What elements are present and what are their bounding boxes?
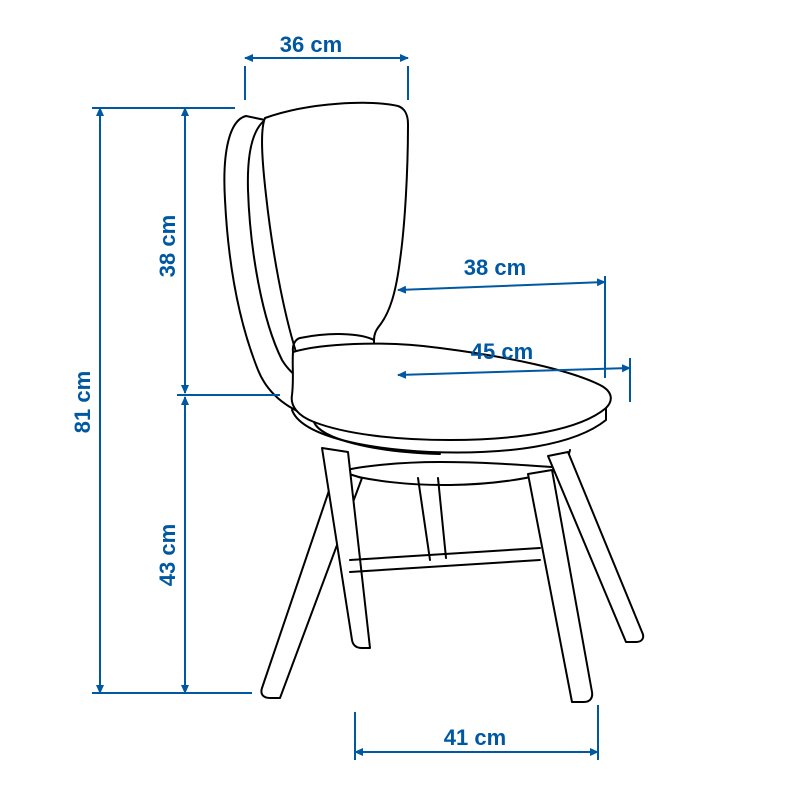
label-total-height: 81 cm [70, 371, 95, 433]
label-seat-height: 43 cm [155, 524, 180, 586]
label-back-height: 38 cm [155, 215, 180, 277]
chair-dimension-diagram: 36 cm 81 cm 38 cm 43 cm 38 cm 45 cm 41 c… [0, 0, 790, 790]
label-base-width: 41 cm [444, 725, 506, 750]
dim-line-seat-depth [398, 282, 605, 290]
label-top-width: 36 cm [280, 32, 342, 57]
label-seat-depth: 38 cm [464, 255, 526, 280]
chair-outline [224, 103, 643, 702]
label-seat-width: 45 cm [471, 339, 533, 364]
